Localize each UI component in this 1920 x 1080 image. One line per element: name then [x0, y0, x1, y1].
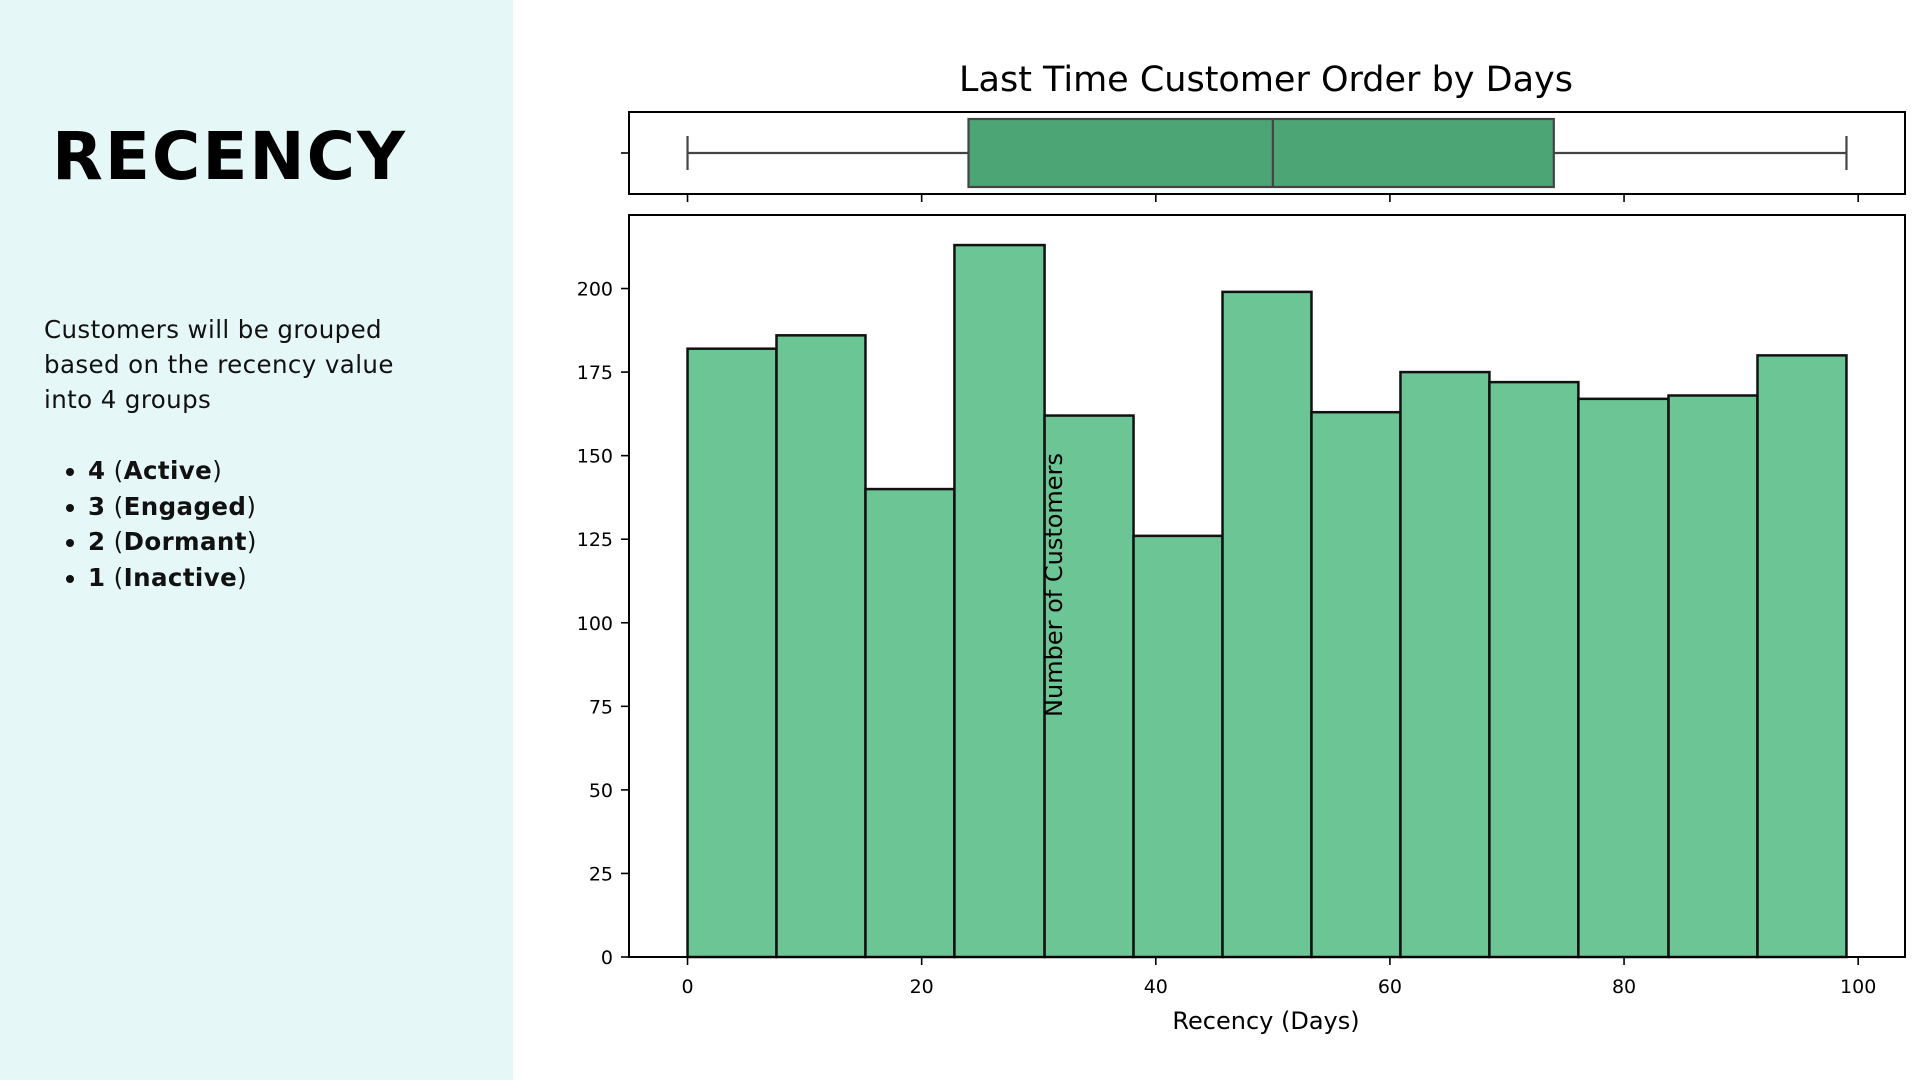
y-tick-label: 150: [577, 446, 613, 468]
list-item: 4 (Active): [88, 453, 257, 489]
histogram-bar: [775, 334, 867, 959]
y-tick-label: 175: [577, 362, 613, 384]
histogram-bar: [1221, 290, 1313, 959]
group-score: 1: [88, 562, 106, 592]
group-label: Dormant: [123, 527, 247, 556]
recency-group-list: 4 (Active) 3 (Engaged) 2 (Dormant) 1 (In…: [62, 453, 257, 595]
y-axis-label: Number of Customers: [1040, 453, 1068, 717]
slide-title: RECENCY: [52, 118, 407, 195]
group-label: Inactive: [123, 562, 238, 592]
histogram-bar: [1577, 397, 1670, 959]
histogram-bar: [1756, 354, 1848, 959]
y-tick-label: 75: [589, 696, 613, 718]
histogram-panel: 0 25 50 75 100 125 150 175 200 0 20 40 60 80 100: [577, 214, 1906, 998]
x-tick-label: 0: [681, 976, 693, 998]
group-score: 2: [88, 527, 106, 556]
chart-title: Last Time Customer Order by Days: [959, 60, 1573, 100]
y-tick-label: 50: [589, 780, 613, 802]
list-item: 3 (Engaged): [88, 489, 257, 525]
histogram-bar: [1488, 380, 1580, 959]
histogram-frame: [628, 214, 1906, 958]
x-axis-label: Recency (Days): [1172, 1007, 1359, 1035]
x-tick-label: 20: [910, 976, 934, 998]
x-tick-label: 80: [1612, 976, 1636, 998]
y-tick-label: 100: [577, 613, 613, 635]
y-tick-label: 125: [577, 529, 613, 551]
histogram-bar: [1310, 410, 1402, 959]
group-score: 3: [88, 491, 106, 521]
list-item: 2 (Dormant): [88, 524, 257, 560]
histogram-bar: [1667, 394, 1759, 959]
y-tick-label: 25: [589, 863, 613, 885]
slide-description: Customers will be grouped based on the r…: [44, 315, 394, 414]
group-score: 4: [88, 456, 106, 485]
x-tick-label: 60: [1378, 976, 1402, 998]
group-label: Engaged: [123, 491, 247, 521]
recency-chart: Last Time Customer Order by Days 0 25 50 75…: [577, 60, 1906, 1035]
histogram-bar: [953, 243, 1046, 959]
histogram-bar: [1132, 534, 1224, 959]
y-tick-label: 200: [577, 279, 613, 301]
histogram-bar: [686, 347, 778, 959]
histogram-bar: [1399, 370, 1491, 959]
sidebar-panel: RECENCY Customers will be grouped based …: [0, 0, 513, 1080]
interquartile-box: [967, 117, 1555, 189]
y-tick-label: 0: [601, 947, 613, 969]
group-label: Active: [123, 456, 213, 485]
x-tick-label: 100: [1840, 976, 1876, 998]
x-tick-label: 40: [1144, 976, 1168, 998]
list-item: 1 (Inactive): [88, 560, 257, 596]
histogram-bar: [864, 487, 956, 959]
boxplot-panel: [621, 111, 1906, 202]
